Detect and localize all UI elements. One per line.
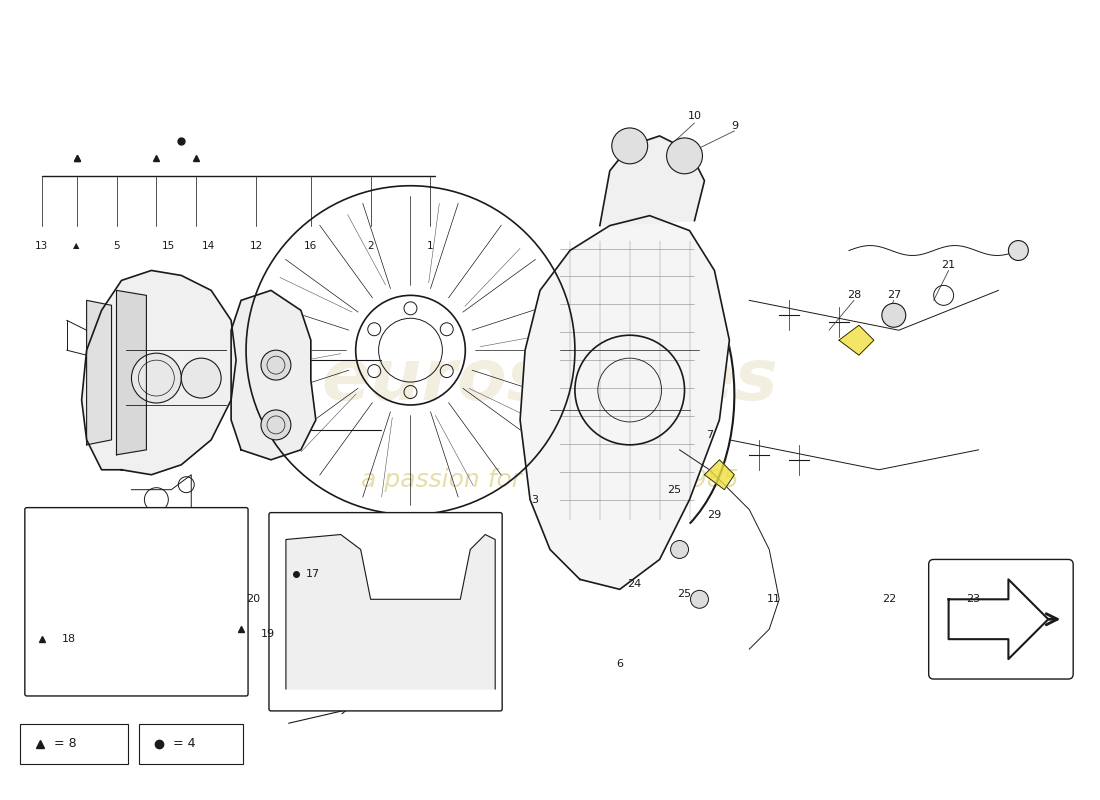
Text: 28: 28 <box>847 290 861 300</box>
Circle shape <box>261 350 290 380</box>
FancyBboxPatch shape <box>270 513 503 711</box>
Text: 6: 6 <box>616 659 624 669</box>
Text: 27: 27 <box>887 290 901 300</box>
Circle shape <box>691 590 708 608</box>
Text: 3: 3 <box>531 494 539 505</box>
Circle shape <box>1009 241 1028 261</box>
Text: 25: 25 <box>668 485 682 494</box>
Circle shape <box>667 138 703 174</box>
Circle shape <box>339 562 363 586</box>
Text: 22: 22 <box>882 594 895 604</box>
Text: 10: 10 <box>688 111 702 121</box>
Text: 21: 21 <box>942 261 956 270</box>
Text: 24: 24 <box>628 579 641 590</box>
Text: 9: 9 <box>730 121 738 131</box>
FancyBboxPatch shape <box>140 724 243 764</box>
Text: 20: 20 <box>246 594 261 604</box>
Circle shape <box>84 611 140 667</box>
Text: ▲: ▲ <box>74 241 80 250</box>
Text: 16: 16 <box>305 241 318 250</box>
FancyBboxPatch shape <box>25 508 249 696</box>
Text: 13: 13 <box>35 241 48 250</box>
Text: 17: 17 <box>306 570 320 579</box>
Text: 12: 12 <box>250 241 263 250</box>
Text: eurospares: eurospares <box>321 346 779 414</box>
Circle shape <box>132 353 182 403</box>
Polygon shape <box>520 216 729 590</box>
Circle shape <box>182 358 221 398</box>
Polygon shape <box>231 290 316 460</box>
Polygon shape <box>117 290 146 455</box>
Text: 25: 25 <box>678 590 692 599</box>
Polygon shape <box>81 270 236 474</box>
Circle shape <box>439 562 462 586</box>
Circle shape <box>89 586 124 622</box>
Text: a passion for parts since 1985: a passion for parts since 1985 <box>361 468 739 492</box>
Text: 11: 11 <box>767 594 781 604</box>
Circle shape <box>612 128 648 164</box>
Polygon shape <box>704 460 735 490</box>
FancyBboxPatch shape <box>20 724 129 764</box>
Circle shape <box>78 576 134 632</box>
Text: 18: 18 <box>62 634 76 644</box>
Circle shape <box>882 303 905 327</box>
Polygon shape <box>839 326 873 355</box>
Circle shape <box>94 622 130 657</box>
Text: = 4: = 4 <box>174 738 196 750</box>
FancyBboxPatch shape <box>928 559 1074 679</box>
Polygon shape <box>948 579 1048 659</box>
Text: 23: 23 <box>967 594 980 604</box>
Text: 15: 15 <box>162 241 175 250</box>
Circle shape <box>261 410 290 440</box>
Text: 5: 5 <box>113 241 120 250</box>
Polygon shape <box>87 300 111 445</box>
Text: 29: 29 <box>707 510 722 520</box>
Text: 19: 19 <box>261 629 275 639</box>
Circle shape <box>671 541 689 558</box>
Text: 2: 2 <box>367 241 374 250</box>
Polygon shape <box>600 136 704 226</box>
Text: 1: 1 <box>427 241 433 250</box>
Polygon shape <box>286 534 495 689</box>
Text: 14: 14 <box>201 241 214 250</box>
Text: = 8: = 8 <box>54 738 76 750</box>
Text: 7: 7 <box>706 430 713 440</box>
